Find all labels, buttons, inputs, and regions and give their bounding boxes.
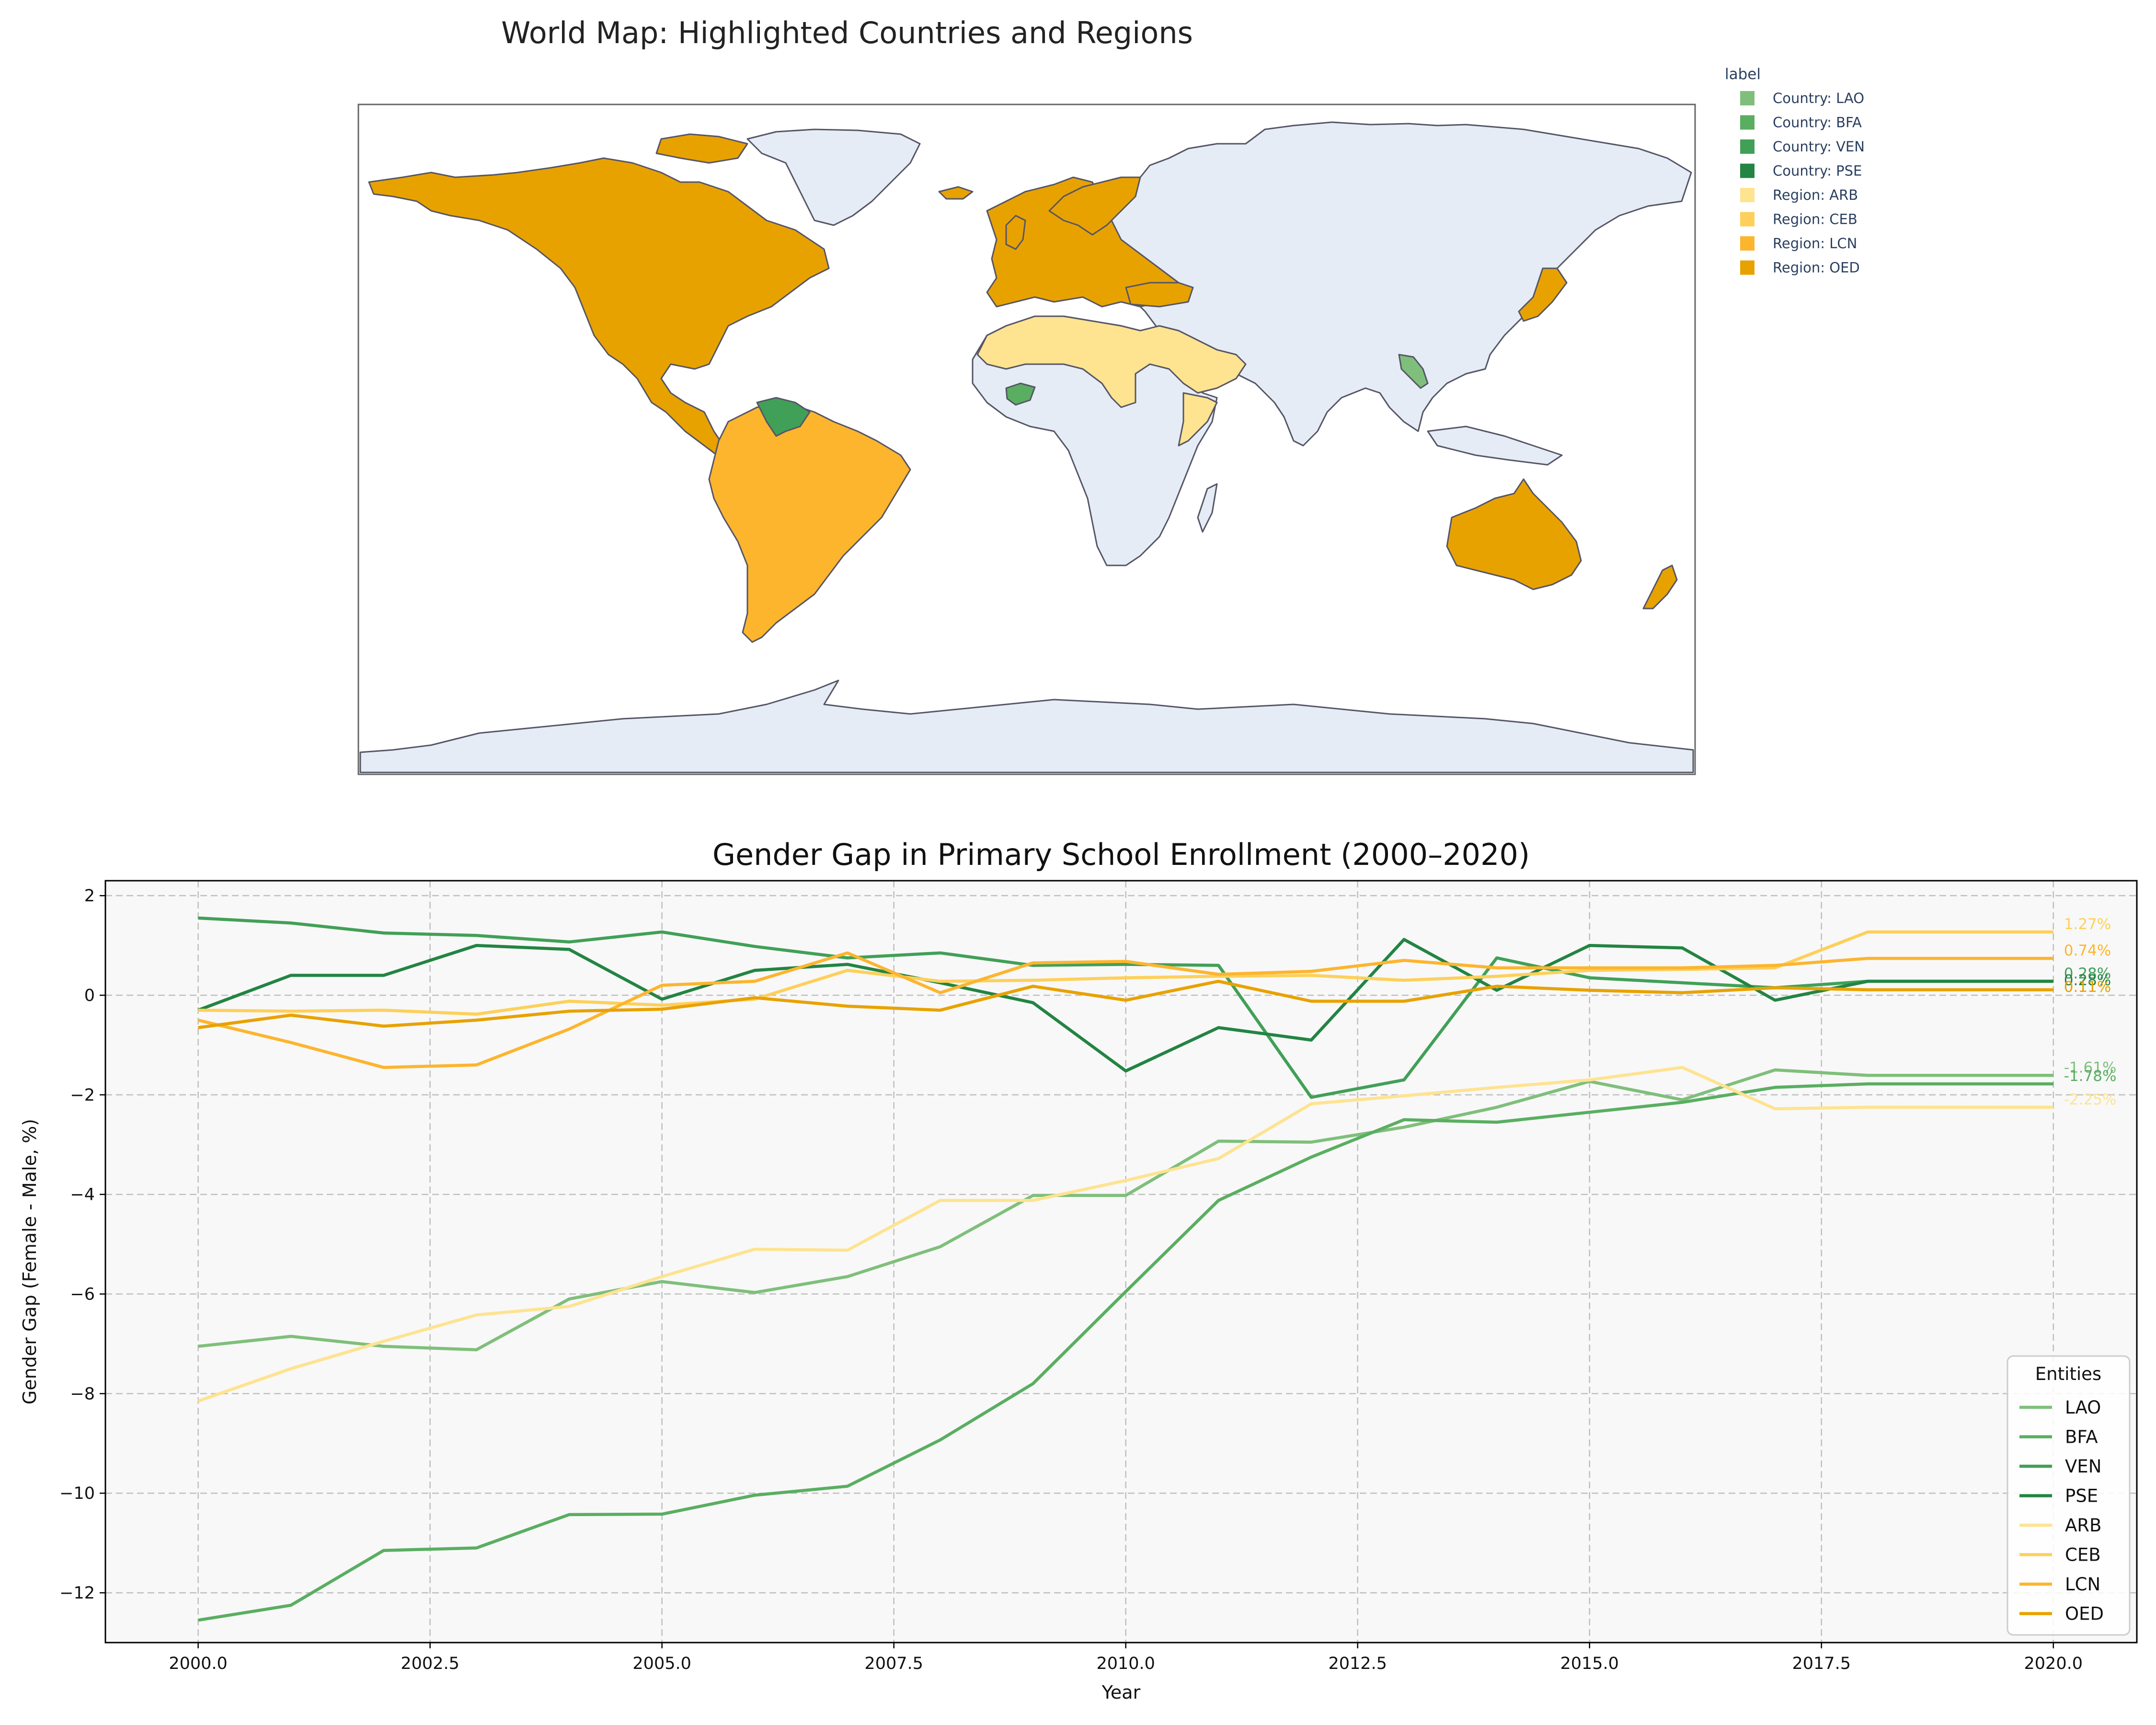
end-value-label: 0.28% [2064, 972, 2111, 989]
map-legend: label Country: LAO Country: BFA Country: V… [1725, 66, 1865, 276]
map-legend-label[interactable]: Country: BFA [1773, 115, 1862, 131]
y-tick-label: 2 [84, 886, 95, 906]
map-panel: World Map: Highlighted Countries and Reg… [357, 15, 1865, 775]
end-value-label: -2.25% [2064, 1091, 2117, 1108]
map-title: World Map: Highlighted Countries and Reg… [501, 15, 1193, 50]
y-axis-label: Gender Gap (Female - Male, %) [19, 1119, 40, 1404]
land-north-america [368, 157, 830, 480]
series-line-ceb [198, 930, 2053, 1016]
land-australia [1446, 478, 1582, 590]
x-tick-label: 2005.0 [632, 1654, 691, 1673]
y-tick-label: 0 [84, 986, 95, 1005]
land-scandinavia [1048, 176, 1141, 236]
y-axis-ticks: 2 0 −2 −4 −6 −8 −10 −12 [59, 886, 105, 1603]
end-labels: -1.61%-1.78% 0.28%0.28% -2.25% 1.27% 0.74% 0.… [2064, 916, 2117, 1108]
chart-legend-label[interactable]: LAO [2065, 1397, 2101, 1418]
map-legend-swatch[interactable] [1740, 260, 1755, 275]
land-laos [1398, 354, 1429, 389]
chart-legend-items: LAO BFA VEN PSE ARB CEB LCN OED [2019, 1397, 2104, 1624]
chart-legend: Entities LAO BFA VEN PSE ARB CEB LCN OED [2007, 1355, 2131, 1636]
y-tick-label: −8 [70, 1384, 95, 1403]
chart-legend-label[interactable]: OED [2065, 1604, 2104, 1624]
plot-area [105, 881, 2137, 1643]
land-somalia [1178, 392, 1218, 447]
chart-legend-label[interactable]: VEN [2065, 1456, 2101, 1477]
chart-legend-box [2007, 1355, 2131, 1636]
map-legend-swatch[interactable] [1740, 236, 1755, 251]
map-legend-label[interactable]: Country: VEN [1773, 138, 1865, 155]
land-antarctica [359, 679, 1694, 773]
end-value-label: 0.28% [2064, 965, 2111, 982]
land-turkey [1125, 282, 1194, 308]
land-madagascar [1197, 483, 1218, 533]
map-legend-label[interactable]: Region: LCN [1773, 235, 1857, 252]
y-tick-label: −4 [70, 1185, 95, 1205]
land-arctic-islands [655, 133, 748, 164]
map-legend-swatch[interactable] [1740, 139, 1755, 154]
series-line-oed [198, 979, 2053, 1029]
chart-legend-label[interactable]: CEB [2065, 1545, 2101, 1565]
land-japan [1518, 267, 1568, 322]
land-venezuela [756, 397, 811, 437]
land-burkina-faso [1005, 382, 1036, 406]
x-tick-label: 2015.0 [1560, 1654, 1618, 1673]
chart-legend-label[interactable]: PSE [2065, 1486, 2098, 1506]
map-legend-swatch[interactable] [1740, 163, 1755, 178]
end-value-label: 0.74% [2064, 942, 2111, 959]
x-tick-label: 2007.5 [864, 1654, 923, 1673]
chart-legend-label[interactable]: LCN [2065, 1574, 2100, 1595]
series-line-lcn [197, 951, 2053, 1069]
chart-legend-label[interactable]: BFA [2065, 1427, 2098, 1448]
map-legend-label[interactable]: Region: CEB [1773, 211, 1858, 228]
land-iceland [938, 186, 974, 200]
end-value-label: 0.11% [2064, 978, 2111, 996]
x-tick-label: 2020.0 [2024, 1654, 2083, 1673]
map-legend-label[interactable]: Country: LAO [1773, 90, 1864, 106]
map-legend-swatch[interactable] [1740, 91, 1755, 105]
y-tick-label: −6 [70, 1285, 95, 1304]
land-sea-islands [1427, 426, 1563, 466]
land-greenland [746, 128, 921, 226]
line-chart-panel: Gender Gap in Primary School Enrollment … [19, 837, 2138, 1703]
x-tick-label: 2010.0 [1096, 1654, 1155, 1673]
y-tick-label: −10 [59, 1484, 95, 1503]
x-tick-label: 2017.5 [1792, 1654, 1851, 1673]
series-lines [197, 916, 2053, 1622]
plot-frame [104, 880, 2138, 1644]
map-legend-title: label [1725, 66, 1761, 83]
end-value-label: 1.27% [2064, 916, 2111, 933]
map-legend-swatch[interactable] [1740, 115, 1755, 130]
x-tick-label: 2000.0 [169, 1654, 227, 1673]
x-tick-label: 2012.5 [1328, 1654, 1387, 1673]
end-value-label: -1.61% [2064, 1059, 2117, 1076]
land-south-america [708, 402, 911, 643]
chart-legend-label[interactable]: ARB [2065, 1515, 2101, 1536]
x-axis-label: Year [1101, 1682, 1141, 1703]
map-legend-swatch[interactable] [1740, 188, 1755, 202]
map-legend-label[interactable]: Region: ARB [1773, 187, 1858, 203]
land-arab-region [976, 315, 1247, 408]
chart-title: Gender Gap in Primary School Enrollment … [712, 837, 1530, 872]
series-line-arb [197, 1066, 2053, 1403]
y-tick-label: −2 [70, 1086, 95, 1105]
series-line-pse [197, 938, 2053, 1073]
y-tick-label: −12 [59, 1584, 95, 1603]
x-tick-label: 2002.5 [401, 1654, 459, 1673]
series-line-lao [198, 1068, 2053, 1352]
map-legend-items: Country: LAO Country: BFA Country: VEN Coun… [1740, 90, 1865, 276]
map-legend-label[interactable]: Country: PSE [1773, 163, 1862, 179]
land-uk [1005, 215, 1026, 250]
map-legend-swatch[interactable] [1740, 212, 1755, 227]
land-new-zealand [1642, 564, 1678, 610]
series-line-bfa [198, 1082, 2053, 1622]
series-line-ven [198, 916, 2053, 1099]
x-axis-ticks: 2000.0 2002.5 2005.0 2007.5 2010.0 2012.5 2015… [169, 1643, 2083, 1673]
map-legend-label[interactable]: Region: OED [1773, 260, 1860, 276]
world-map [357, 104, 1696, 775]
chart-legend-title: Entities [2035, 1364, 2101, 1384]
end-value-label: -1.78% [2064, 1068, 2117, 1085]
